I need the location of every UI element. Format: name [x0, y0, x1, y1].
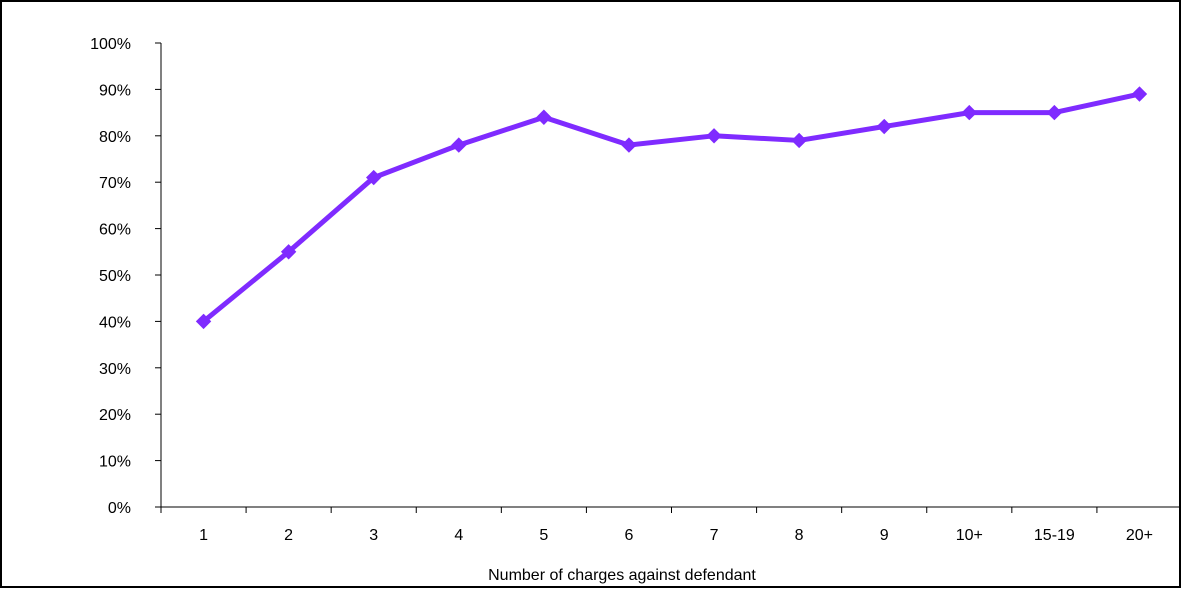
y-tick-label: 50% [99, 268, 131, 285]
y-tick-label: 30% [99, 361, 131, 378]
y-tick-label: 40% [99, 314, 131, 331]
data-point [876, 118, 892, 135]
x-tick-label: 7 [710, 527, 719, 544]
y-tick-label: 80% [99, 129, 131, 146]
data-point [536, 109, 552, 125]
y-tick-label: 0% [108, 500, 131, 517]
data-point [451, 137, 467, 153]
y-tick-label: 90% [99, 82, 131, 99]
y-tick-label: 20% [99, 407, 131, 424]
x-tick-label: 5 [539, 527, 548, 544]
y-tick-label: 10% [99, 454, 131, 471]
y-tick-label: 60% [99, 222, 131, 239]
x-tick-label: 10+ [956, 527, 983, 544]
x-tick-labels: 1 2 3 4 5 6 7 8 9 10+ 15-19 20+ [199, 527, 1153, 544]
y-tick-label: 70% [99, 175, 131, 192]
x-axis-title: Number of charges against defendant [488, 567, 756, 584]
x-tick-label: 1 [199, 527, 208, 544]
data-point [706, 128, 722, 144]
x-tick-label: 3 [369, 527, 378, 544]
y-tick-label: 100% [90, 36, 131, 53]
x-tick-label: 4 [454, 527, 463, 544]
x-tick-label: 8 [795, 527, 804, 544]
series-line [201, 91, 1140, 324]
x-tick-label: 2 [284, 527, 293, 544]
x-tick-label: 6 [625, 527, 634, 544]
data-point [621, 137, 637, 153]
x-tick-label: 15-19 [1034, 527, 1075, 544]
data-point [1131, 86, 1148, 102]
data-point [791, 132, 807, 149]
x-tick-label: 20+ [1126, 527, 1153, 544]
series-layer [195, 86, 1148, 330]
data-point [1046, 104, 1063, 121]
y-tick-labels: 0% 10% 20% 30% 40% 50% 60% 70% 80% 90% 100% [90, 36, 131, 517]
data-point [366, 169, 382, 186]
x-tick-label: 9 [880, 527, 889, 544]
data-point [961, 104, 977, 121]
axes [155, 42, 1181, 513]
data-point [280, 244, 297, 260]
data-point [195, 313, 212, 330]
